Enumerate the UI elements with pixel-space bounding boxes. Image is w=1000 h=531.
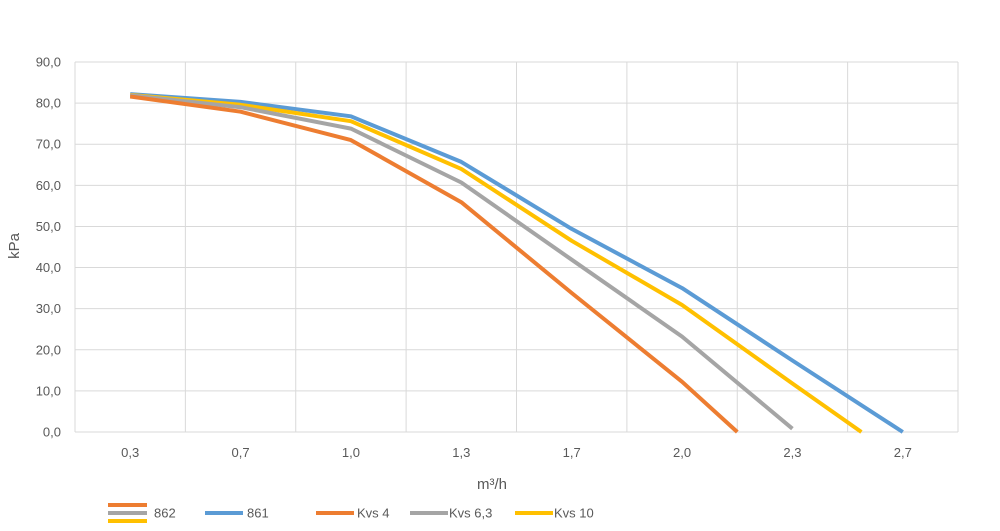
y-tick-label: 80,0 <box>36 96 61 111</box>
legend-item: 861 <box>205 506 269 521</box>
series-line-kvs-4 <box>129 94 739 434</box>
x-tick-label: 1,3 <box>452 445 470 460</box>
legend-item: 862 <box>108 503 176 523</box>
x-tick-label: 1,7 <box>563 445 581 460</box>
y-tick-label: 30,0 <box>36 301 61 316</box>
x-axis-ticks: 0,3 0,7 1,0 1,3 1,7 2,0 2,3 2,7 <box>121 445 912 460</box>
legend-label: Kvs 10 <box>554 506 594 521</box>
y-tick-label: 20,0 <box>36 342 61 357</box>
y-axis-label: kPa <box>6 232 23 259</box>
legend-item: Kvs 10 <box>515 506 594 521</box>
series-line-861 <box>130 92 904 434</box>
y-tick-label: 60,0 <box>36 178 61 193</box>
x-tick-label: 2,0 <box>673 445 691 460</box>
x-tick-label: 0,7 <box>232 445 250 460</box>
y-tick-label: 10,0 <box>36 383 61 398</box>
legend-label: Kvs 4 <box>357 506 390 521</box>
legend-label: 862 <box>154 506 176 521</box>
legend-label: Kvs 6,3 <box>449 506 492 521</box>
x-tick-label: 2,7 <box>894 445 912 460</box>
x-tick-label: 0,3 <box>121 445 139 460</box>
y-tick-label: 50,0 <box>36 219 61 234</box>
series-line-kvs-6-3 <box>129 93 794 431</box>
series-line-kvs-10 <box>130 92 863 434</box>
legend-label: 861 <box>247 506 269 521</box>
y-axis-ticks: 0,0 10,0 20,0 30,0 40,0 50,0 60,0 70,0 80,0 90,0 <box>36 55 61 440</box>
x-tick-label: 2,3 <box>783 445 801 460</box>
legend-item: Kvs 4 <box>316 506 390 521</box>
y-tick-label: 70,0 <box>36 137 61 152</box>
x-axis-label: m³/h <box>477 476 507 493</box>
legend: 862 861 Kvs 4 Kvs 6,3 Kvs 10 <box>108 503 594 523</box>
series-lines <box>129 92 904 434</box>
gridlines <box>74 61 959 433</box>
y-tick-label: 0,0 <box>43 425 61 440</box>
y-tick-label: 90,0 <box>36 55 61 70</box>
y-tick-label: 40,0 <box>36 260 61 275</box>
legend-item: Kvs 6,3 <box>410 506 492 521</box>
x-tick-label: 1,0 <box>342 445 360 460</box>
